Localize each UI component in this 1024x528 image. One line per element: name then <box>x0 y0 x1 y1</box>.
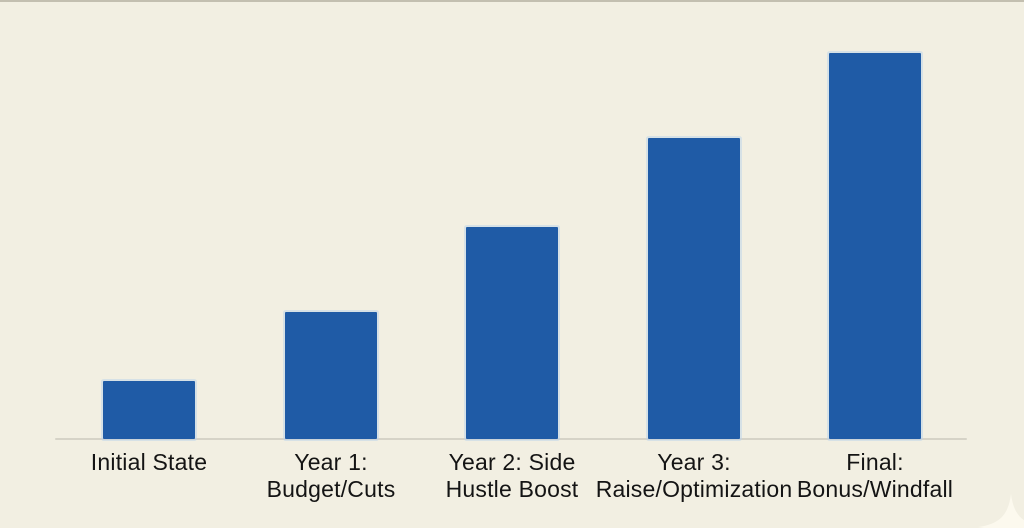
x-axis-label-line: Year 2: Side <box>448 449 576 475</box>
x-axis-label-line: Final: <box>846 449 904 475</box>
x-axis-label-line: Initial State <box>90 449 208 475</box>
bar-year-2-side-hustle-boost <box>466 227 558 439</box>
x-axis-label-year-2-side-hustle-boost: Year 2: Side Hustle Boost <box>396 449 628 503</box>
x-axis-label-final-bonus-windfall: Final: Bonus/Windfall <box>759 449 991 503</box>
x-axis-label-line: Year 3: <box>657 449 731 475</box>
x-axis-line <box>55 438 967 440</box>
x-axis-label-line: Year 1: <box>294 449 368 475</box>
x-axis-label-year-1-budget-cuts: Year 1: Budget/Cuts <box>215 449 447 503</box>
sparkle-icon <box>978 494 1024 528</box>
x-axis-label-line: Budget/Cuts <box>266 476 396 502</box>
x-axis-label-initial-state: Initial State <box>33 449 265 476</box>
x-axis-label-line: Raise/Optimization <box>595 476 793 502</box>
bar-initial-state <box>103 381 195 439</box>
bar-year-1-budget-cuts <box>285 312 377 439</box>
x-axis-label-line: Bonus/Windfall <box>796 476 954 502</box>
bar-final-bonus-windfall <box>829 53 921 439</box>
x-axis-label-year-3-raise-optimization: Year 3: Raise/Optimization <box>578 449 810 503</box>
bar-year-3-raise-optimization <box>648 138 740 439</box>
x-axis-label-line: Hustle Boost <box>445 476 579 502</box>
top-edge-line <box>0 0 1024 2</box>
